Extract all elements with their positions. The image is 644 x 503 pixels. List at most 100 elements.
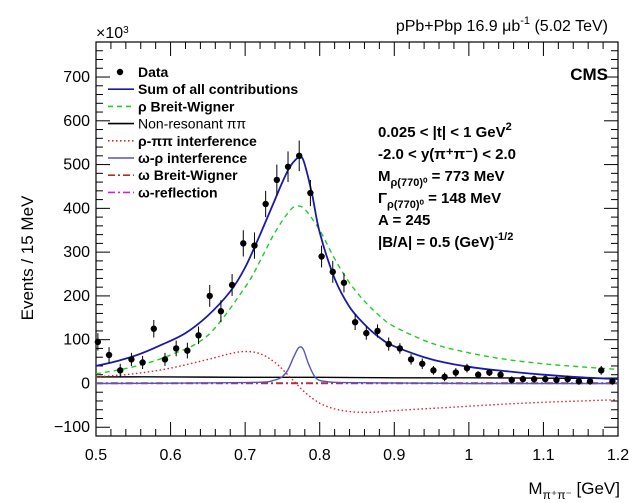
data-point — [542, 375, 549, 383]
data-point — [374, 327, 381, 335]
y-tick-label: 0 — [81, 375, 90, 392]
legend-label-rho_bw: ρ Breit-Wigner — [138, 98, 235, 114]
data-point — [586, 378, 594, 385]
data-point — [598, 367, 605, 374]
x-tick-label: 0.8 — [309, 447, 331, 464]
x-tick-label: 1 — [464, 447, 473, 464]
dataset-label: pPb+Pbp 16.9 μb — [396, 18, 521, 35]
data-point — [419, 360, 426, 367]
x-axis-title: Mπ⁺π⁻ [GeV] — [528, 479, 620, 502]
data-point — [105, 351, 113, 359]
y-axis-title: Events / 15 MeV — [18, 195, 37, 320]
dataset-sup: -1 — [520, 15, 530, 27]
data-point — [307, 189, 314, 197]
data-point — [564, 375, 571, 383]
x-axis-title-sub: π⁺π⁻ — [543, 488, 572, 502]
x-tick-label: 0.7 — [234, 447, 256, 464]
data-point — [251, 242, 258, 249]
data-point — [284, 163, 292, 170]
data-point — [463, 364, 471, 372]
data-points — [94, 140, 616, 385]
legend-label-sum: Sum of all contributions — [138, 81, 298, 97]
data-point — [117, 367, 124, 374]
data-point — [519, 375, 527, 383]
curve-rho_pipi — [95, 350, 619, 414]
data-point — [351, 318, 359, 326]
dataset-header: pPb+Pbp 16.9 μb-1 (5.02 TeV) — [396, 15, 608, 35]
curve-nonres — [95, 376, 619, 379]
data-point — [441, 373, 448, 381]
legend-label-rho_pipi: ρ-ππ interference — [138, 133, 257, 149]
axis-ticks — [95, 42, 619, 436]
curve-rho_bw — [95, 205, 619, 375]
y-tick-label: 100 — [63, 332, 90, 349]
data-point — [262, 200, 269, 208]
y-tick-label: −100 — [54, 419, 90, 436]
data-point — [240, 240, 247, 247]
data-point — [273, 176, 281, 184]
y-tick-label: 400 — [63, 200, 90, 217]
y-multiplier-base: ×10 — [96, 25, 123, 42]
legend-label-omega_rho: ω-ρ interference — [138, 150, 247, 166]
experiment-label: CMS — [570, 65, 608, 84]
data-point — [139, 359, 146, 366]
data-point — [128, 356, 135, 363]
x-tick-label: 1.1 — [532, 447, 554, 464]
fit-param-line: |B/A| = 0.5 (GeV)-1/2 — [378, 231, 513, 251]
data-point — [430, 367, 437, 374]
x-tick-label: 1.2 — [607, 447, 629, 464]
data-point — [340, 279, 348, 286]
data-point — [228, 281, 236, 289]
curve-sum — [95, 155, 619, 380]
x-axis-title-unit: [GeV] — [572, 479, 620, 498]
y-tick-label: 200 — [63, 288, 90, 305]
plot-frame — [95, 41, 619, 437]
y-tick-labels: −100 0 100 200 300 400 500 600 700 — [54, 69, 90, 436]
data-point — [452, 369, 460, 376]
data-point — [318, 253, 325, 260]
curve-omega_rho — [95, 346, 618, 385]
data-point — [575, 378, 583, 385]
x-tick-label: 0.6 — [159, 447, 181, 464]
y-tick-label: 300 — [63, 244, 90, 261]
data-point — [508, 376, 515, 384]
data-point — [486, 369, 493, 376]
data-point — [329, 268, 336, 276]
data-point — [530, 375, 538, 383]
data-point — [217, 308, 225, 315]
data-point — [94, 338, 102, 346]
data-point — [363, 329, 370, 337]
data-point — [553, 376, 560, 384]
legend-label-omega_bw: ω Breit-Wigner — [138, 167, 238, 183]
data-point — [161, 356, 169, 363]
data-point — [206, 292, 213, 300]
y-multiplier-exp: 3 — [123, 25, 129, 36]
x-tick-labels: 0.5 0.6 0.7 0.8 0.9 1 1.1 1.2 — [85, 447, 629, 464]
data-point — [172, 345, 180, 352]
fit-param-line: 0.025 < |t| < 1 GeV2 — [378, 121, 512, 141]
data-point — [150, 325, 157, 332]
x-tick-label: 0.5 — [85, 447, 107, 464]
y-tick-label: 700 — [63, 69, 90, 86]
y-tick-label: 500 — [63, 157, 90, 174]
fit-parameters: 0.025 < |t| < 1 GeV2 -2.0 < y(π⁺π⁻) < 2.0… — [378, 121, 516, 251]
x-axis-title-main: M — [528, 479, 542, 498]
model-curves — [95, 155, 619, 414]
y-tick-label: 600 — [63, 113, 90, 130]
data-point — [195, 332, 202, 339]
fit-param-line: A = 245 — [378, 212, 430, 229]
fit-param-line: Γρ(770)⁰ = 148 MeV — [378, 190, 501, 211]
data-point — [296, 152, 303, 160]
data-point — [396, 345, 404, 352]
data-point — [407, 356, 415, 363]
legend-label-nonres: Non-resonant ππ — [138, 116, 246, 132]
data-point — [184, 347, 191, 354]
legend-label-omega_refl: ω-reflection — [138, 184, 218, 200]
fit-param-line: Mρ(770)⁰ = 773 MeV — [378, 168, 505, 189]
energy-label: (5.02 TeV) — [530, 18, 608, 35]
data-point — [497, 371, 504, 378]
legend-marker-data — [116, 68, 124, 76]
data-point — [609, 378, 616, 385]
